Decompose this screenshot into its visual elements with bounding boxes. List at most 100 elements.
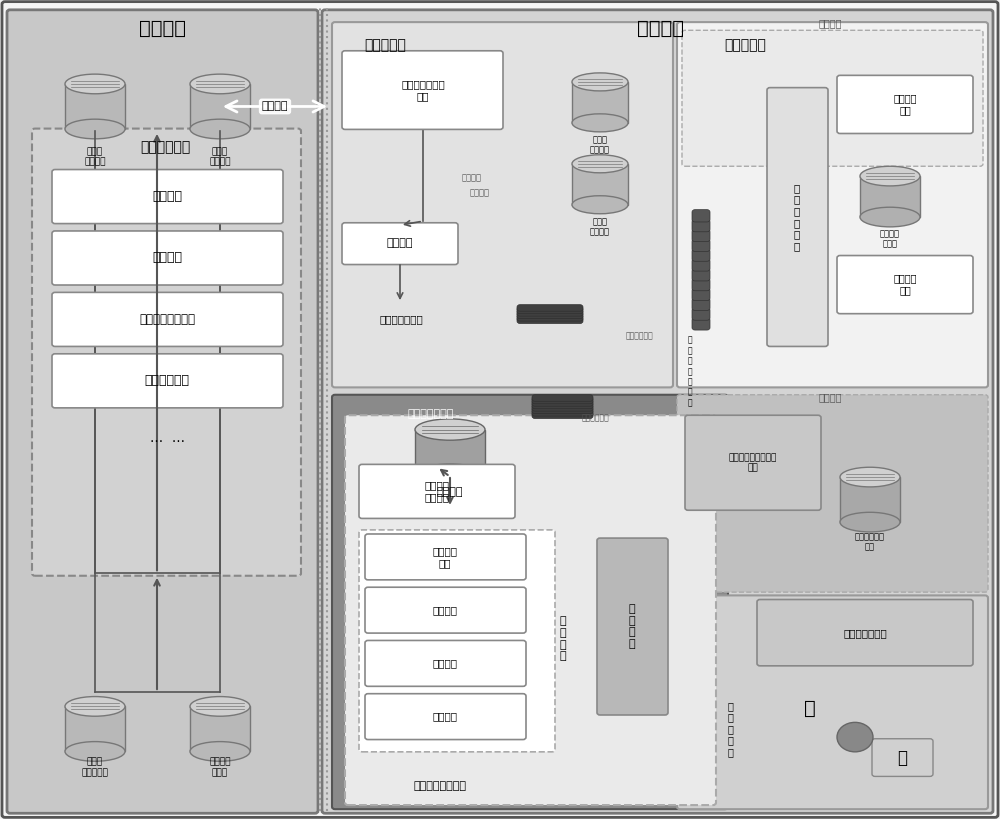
Bar — [415, 429, 485, 475]
Text: 前
端
应
用
平
台: 前 端 应 用 平 台 — [794, 183, 800, 251]
Text: 管控与资源服务
平台: 管控与资源服务 平台 — [401, 79, 445, 101]
FancyBboxPatch shape — [345, 415, 716, 805]
Text: 重点人员管控: 重点人员管控 — [144, 374, 190, 387]
Text: 数字身份
运营系统: 数字身份 运营系统 — [424, 481, 450, 502]
FancyBboxPatch shape — [332, 395, 728, 809]
Ellipse shape — [572, 196, 628, 214]
FancyBboxPatch shape — [365, 534, 526, 580]
Text: 鉴
权
系
统: 鉴 权 系 统 — [629, 604, 635, 649]
Bar — [190, 84, 250, 129]
FancyBboxPatch shape — [692, 298, 710, 310]
FancyBboxPatch shape — [532, 402, 593, 409]
Text: 资源服务: 资源服务 — [462, 174, 482, 182]
FancyBboxPatch shape — [342, 51, 503, 129]
Text: 人车房
基础信息: 人车房 基础信息 — [590, 217, 610, 237]
Text: 地方公安
临控库: 地方公安 临控库 — [209, 758, 231, 777]
Ellipse shape — [65, 696, 125, 716]
Bar — [860, 176, 920, 217]
Text: 管理综合应用平台: 管理综合应用平台 — [414, 781, 466, 791]
Ellipse shape — [65, 742, 125, 762]
Ellipse shape — [65, 75, 125, 93]
Text: 警务应用系统: 警务应用系统 — [140, 140, 190, 155]
Text: 实时视频
资源库: 实时视频 资源库 — [880, 229, 900, 249]
FancyBboxPatch shape — [532, 405, 593, 411]
FancyBboxPatch shape — [692, 219, 710, 232]
Ellipse shape — [190, 742, 250, 762]
FancyBboxPatch shape — [767, 88, 828, 346]
Text: 公安部
重点人员库: 公安部 重点人员库 — [82, 758, 108, 777]
Text: 部级云平台: 部级云平台 — [364, 38, 406, 52]
Text: 第
三
方
应
用: 第 三 方 应 用 — [727, 701, 733, 757]
Ellipse shape — [65, 119, 125, 138]
FancyBboxPatch shape — [692, 288, 710, 301]
FancyBboxPatch shape — [52, 292, 283, 346]
FancyBboxPatch shape — [757, 600, 973, 666]
FancyBboxPatch shape — [532, 410, 593, 416]
Text: 车门岗
进出数据: 车门岗 进出数据 — [84, 147, 106, 167]
FancyBboxPatch shape — [342, 223, 458, 265]
FancyBboxPatch shape — [365, 587, 526, 633]
Ellipse shape — [860, 207, 920, 227]
FancyBboxPatch shape — [837, 75, 973, 133]
FancyBboxPatch shape — [52, 354, 283, 408]
Ellipse shape — [840, 513, 900, 532]
FancyBboxPatch shape — [532, 400, 593, 406]
Text: 🖥: 🖥 — [897, 749, 907, 767]
Text: 视频点播
系统: 视频点播 系统 — [432, 546, 458, 568]
Text: ...  ...: ... ... — [150, 431, 184, 446]
Bar — [65, 84, 125, 129]
FancyBboxPatch shape — [692, 249, 710, 261]
FancyBboxPatch shape — [517, 305, 583, 311]
FancyBboxPatch shape — [359, 464, 515, 518]
Ellipse shape — [572, 155, 628, 173]
FancyBboxPatch shape — [685, 415, 821, 510]
FancyBboxPatch shape — [692, 269, 710, 281]
Text: 人车房
基础信息: 人车房 基础信息 — [209, 147, 231, 167]
Text: 车辆管理: 车辆管理 — [152, 251, 182, 265]
Text: 二维码标准地
址库: 二维码标准地 址库 — [855, 532, 885, 552]
Bar — [840, 477, 900, 523]
FancyBboxPatch shape — [682, 30, 983, 166]
Text: 社区局域网: 社区局域网 — [724, 38, 766, 52]
FancyBboxPatch shape — [677, 22, 988, 387]
Text: 资源服务: 资源服务 — [470, 188, 490, 197]
Text: 视频链接: 视频链接 — [818, 18, 842, 28]
Ellipse shape — [190, 75, 250, 93]
Ellipse shape — [190, 696, 250, 716]
FancyBboxPatch shape — [872, 739, 933, 776]
FancyBboxPatch shape — [677, 395, 988, 592]
Text: 辅助指挥调度管理: 辅助指挥调度管理 — [139, 313, 195, 326]
Bar — [65, 706, 125, 752]
Text: 物业管理: 物业管理 — [432, 605, 458, 615]
FancyBboxPatch shape — [692, 259, 710, 271]
Text: 便民服务: 便民服务 — [432, 658, 458, 668]
FancyBboxPatch shape — [692, 210, 710, 222]
FancyBboxPatch shape — [532, 397, 593, 404]
Text: 车门岗
进出数据: 车门岗 进出数据 — [590, 135, 610, 155]
Text: 第
二
加
密
路
由
器: 第 二 加 密 路 由 器 — [688, 336, 692, 407]
FancyBboxPatch shape — [32, 129, 301, 576]
Text: 安全通道: 安全通道 — [262, 102, 288, 111]
Ellipse shape — [190, 119, 250, 138]
Text: 加密车辆信息: 加密车辆信息 — [581, 414, 609, 422]
FancyBboxPatch shape — [517, 307, 583, 314]
FancyBboxPatch shape — [692, 308, 710, 320]
Text: 公安网域: 公安网域 — [140, 19, 186, 38]
FancyBboxPatch shape — [677, 595, 988, 809]
FancyBboxPatch shape — [532, 412, 593, 419]
Text: 网络接入控制器: 网络接入控制器 — [380, 314, 424, 324]
FancyBboxPatch shape — [597, 538, 668, 715]
Ellipse shape — [572, 73, 628, 91]
FancyBboxPatch shape — [332, 22, 673, 387]
Ellipse shape — [415, 419, 485, 441]
Text: 视频链接: 视频链接 — [818, 392, 842, 402]
FancyBboxPatch shape — [359, 530, 555, 752]
Text: 智能车岗
系统: 智能车岗 系统 — [893, 274, 917, 295]
FancyBboxPatch shape — [692, 278, 710, 291]
FancyBboxPatch shape — [365, 694, 526, 740]
Text: 智能门岗
系统: 智能门岗 系统 — [893, 93, 917, 115]
Text: 互联网域: 互联网域 — [637, 19, 684, 38]
Bar — [572, 82, 628, 123]
FancyBboxPatch shape — [837, 256, 973, 314]
Ellipse shape — [415, 464, 485, 485]
